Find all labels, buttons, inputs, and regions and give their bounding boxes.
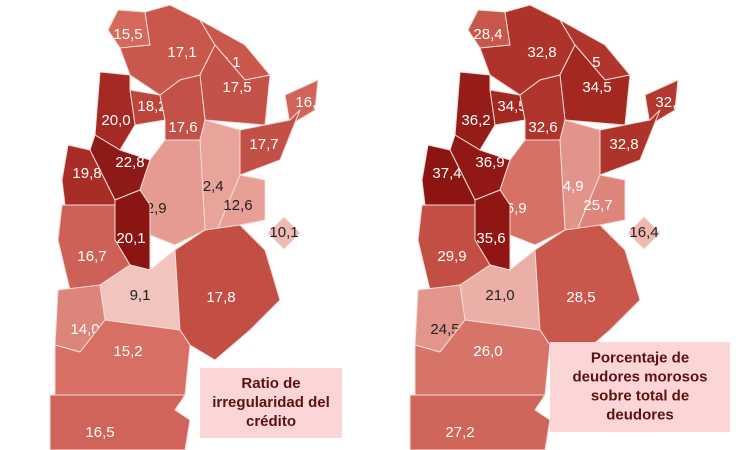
caption-box — [550, 342, 730, 432]
province-value: 28,5 — [566, 289, 595, 306]
province — [627, 216, 661, 250]
province-value: 28,4 — [473, 26, 502, 43]
province-value: 34,5 — [582, 79, 611, 96]
province-value: 26,0 — [473, 343, 502, 360]
province-value: 37,4 — [432, 165, 461, 182]
province-value: 27,2 — [445, 424, 474, 441]
province — [49, 394, 191, 450]
caption-line: deudores — [606, 406, 674, 423]
province-value: 16,4 — [629, 224, 658, 241]
province — [174, 224, 281, 361]
province-value: 17,7 — [249, 136, 278, 153]
province-value: 32,0 — [655, 94, 684, 111]
caption-line: sobre total de — [591, 387, 689, 404]
province-value: 34,5 — [497, 98, 526, 115]
province-value: 17,8 — [206, 289, 235, 306]
province — [409, 394, 551, 450]
province-value: 35,6 — [476, 230, 505, 247]
province — [574, 174, 626, 236]
province-value: 9,1 — [130, 287, 151, 304]
province-value: 22,8 — [115, 154, 144, 171]
province-map: 28,432,832,534,532,034,536,232,632,836,9… — [409, 4, 685, 450]
province-value: 10,1 — [269, 224, 298, 241]
province-value: 32,8 — [609, 136, 638, 153]
province-value: 36,2 — [461, 112, 490, 129]
province-value: 20,1 — [116, 230, 145, 247]
province-value: 16,5 — [295, 94, 324, 111]
caption-line: Ratio de — [241, 375, 300, 392]
province — [644, 79, 679, 126]
province-value: 17,5 — [222, 79, 251, 96]
province-value: 16,5 — [85, 424, 114, 441]
caption-box — [200, 368, 342, 438]
province-value: 32,8 — [527, 44, 556, 61]
caption-line: Porcentaje de — [591, 349, 689, 366]
province-value: 17,1 — [167, 44, 196, 61]
province-value: 36,9 — [475, 154, 504, 171]
province-value: 15,2 — [113, 343, 142, 360]
province-value: 20,0 — [101, 112, 130, 129]
province-value: 14,0 — [70, 321, 99, 338]
province-value: 32,6 — [528, 119, 557, 136]
province-value: 21,0 — [485, 287, 514, 304]
caption-line: irregularidad del — [212, 394, 330, 411]
province-map: 15,517,117,117,516,518,220,017,617,722,8… — [49, 4, 325, 450]
caption-line: deudores morosos — [572, 368, 707, 385]
province — [284, 79, 319, 126]
province-value: 15,5 — [113, 26, 142, 43]
province-value: 16,7 — [77, 248, 106, 265]
province-value: 18,2 — [137, 98, 166, 115]
province-value: 19,8 — [72, 165, 101, 182]
province-value: 12,6 — [223, 197, 252, 214]
province-value: 17,6 — [168, 119, 197, 136]
province — [267, 216, 301, 250]
province-value: 29,9 — [437, 248, 466, 265]
province — [214, 174, 266, 236]
province-value: 25,7 — [583, 197, 612, 214]
caption-line: crédito — [246, 413, 296, 430]
province-value: 24,5 — [430, 321, 459, 338]
